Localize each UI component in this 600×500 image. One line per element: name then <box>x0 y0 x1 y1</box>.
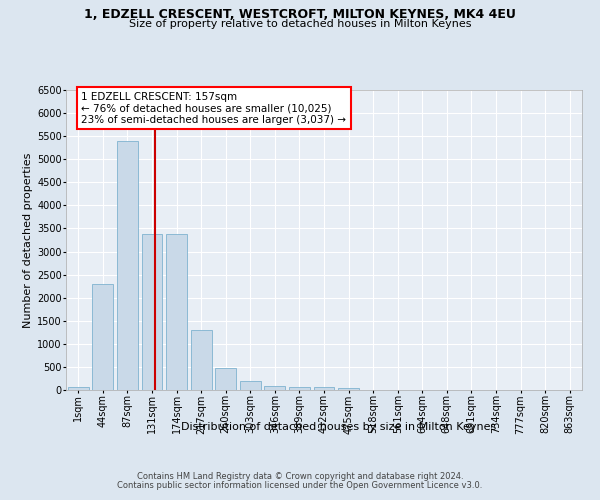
Text: Contains HM Land Registry data © Crown copyright and database right 2024.: Contains HM Land Registry data © Crown c… <box>137 472 463 481</box>
Bar <box>142 234 163 390</box>
Bar <box>68 386 89 390</box>
Text: Contains public sector information licensed under the Open Government Licence v3: Contains public sector information licen… <box>118 481 482 490</box>
Bar <box>92 284 113 390</box>
Bar <box>265 386 286 390</box>
Y-axis label: Number of detached properties: Number of detached properties <box>23 152 33 328</box>
Bar <box>117 141 138 390</box>
Text: 1, EDZELL CRESCENT, WESTCROFT, MILTON KEYNES, MK4 4EU: 1, EDZELL CRESCENT, WESTCROFT, MILTON KE… <box>84 8 516 20</box>
Bar <box>338 388 359 390</box>
Bar <box>240 382 261 390</box>
Bar <box>289 386 310 390</box>
Text: Distribution of detached houses by size in Milton Keynes: Distribution of detached houses by size … <box>181 422 497 432</box>
Text: Size of property relative to detached houses in Milton Keynes: Size of property relative to detached ho… <box>129 19 471 29</box>
Text: 1 EDZELL CRESCENT: 157sqm
← 76% of detached houses are smaller (10,025)
23% of s: 1 EDZELL CRESCENT: 157sqm ← 76% of detac… <box>82 92 346 124</box>
Bar <box>215 368 236 390</box>
Bar <box>191 330 212 390</box>
Bar <box>314 388 334 390</box>
Bar <box>166 234 187 390</box>
